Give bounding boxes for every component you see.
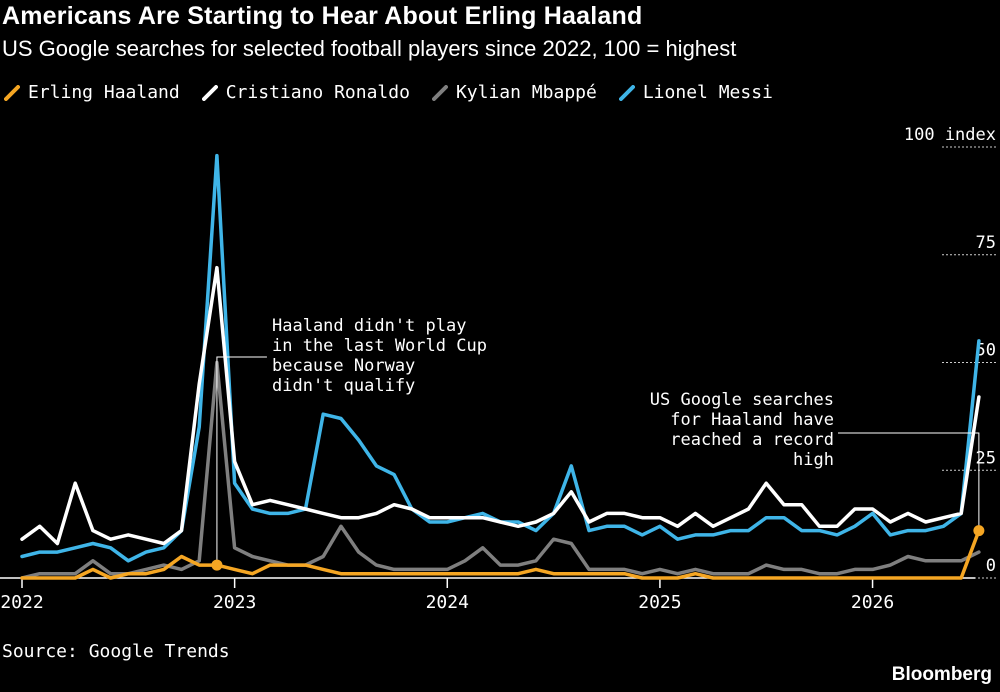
legend: Erling Haaland Cristiano Ronaldo Kylian … — [4, 82, 773, 103]
annotation-line: didn't qualify — [272, 376, 415, 396]
annotation-text-record: US Google searches for Haaland have reache… — [650, 390, 834, 470]
legend-swatch-ronaldo — [201, 84, 218, 101]
legend-item-haaland: Erling Haaland — [4, 82, 180, 103]
brand-logo: Bloomberg — [891, 664, 992, 685]
annotation-dot-worldcup — [211, 559, 223, 571]
grid-layer: 0 25 50 75 100 index — [904, 125, 998, 579]
annotation-line: high — [793, 450, 834, 470]
annotation-leader-record — [838, 432, 980, 531]
x-tick-label: 2022 — [0, 592, 43, 613]
annotation-dot-record — [973, 525, 985, 537]
annotation-text-worldcup: Haaland didn't play in the last World Cup… — [272, 316, 487, 396]
series-line-ronaldo — [20, 265, 981, 546]
x-axis: 2022 2023 2024 2025 2026 — [0, 577, 975, 613]
legend-item-messi: Lionel Messi — [618, 82, 773, 103]
legend-swatch-mbappe — [431, 84, 448, 101]
legend-swatch-haaland — [4, 84, 20, 101]
chart-title: Americans Are Starting to Hear About Erl… — [2, 2, 643, 30]
annotation-leader-worldcup — [216, 356, 267, 566]
x-tick-label: 2025 — [638, 592, 681, 613]
x-tick-label: 2026 — [851, 592, 894, 613]
y-tick-label: 25 — [976, 448, 996, 468]
legend-label-ronaldo: Cristiano Ronaldo — [225, 82, 410, 103]
legend-item-ronaldo: Cristiano Ronaldo — [201, 82, 410, 103]
chart-subtitle: US Google searches for selected football… — [2, 36, 737, 61]
legend-label-haaland: Erling Haaland — [28, 82, 180, 103]
legend-label-messi: Lionel Messi — [642, 82, 773, 103]
y-tick-label: 100 index — [904, 125, 996, 145]
series-line-messi — [20, 153, 981, 563]
annotation-line: reached a record — [670, 430, 834, 450]
legend-label-mbappe: Kylian Mbappé — [455, 82, 597, 103]
annotations-layer: Haaland didn't play in the last World Cup… — [211, 316, 985, 571]
annotation-line: Haaland didn't play — [272, 316, 466, 336]
y-tick-label: 75 — [976, 233, 996, 253]
annotation-line: for Haaland have — [670, 410, 834, 430]
source-note: Source: Google Trends — [2, 641, 230, 662]
series-line-mbappe — [20, 360, 981, 580]
y-tick-label: 0 — [986, 556, 996, 576]
legend-swatch-messi — [618, 84, 635, 101]
annotation-line: US Google searches — [650, 390, 834, 410]
x-tick-label: 2024 — [426, 592, 469, 613]
y-tick-label: 50 — [976, 341, 996, 361]
legend-item-mbappe: Kylian Mbappé — [431, 82, 597, 103]
x-tick-label: 2023 — [213, 592, 256, 613]
annotation-line: because Norway — [272, 356, 415, 376]
annotation-line: in the last World Cup — [272, 336, 487, 356]
series-line-haaland — [20, 528, 981, 580]
series-layer — [20, 153, 981, 580]
